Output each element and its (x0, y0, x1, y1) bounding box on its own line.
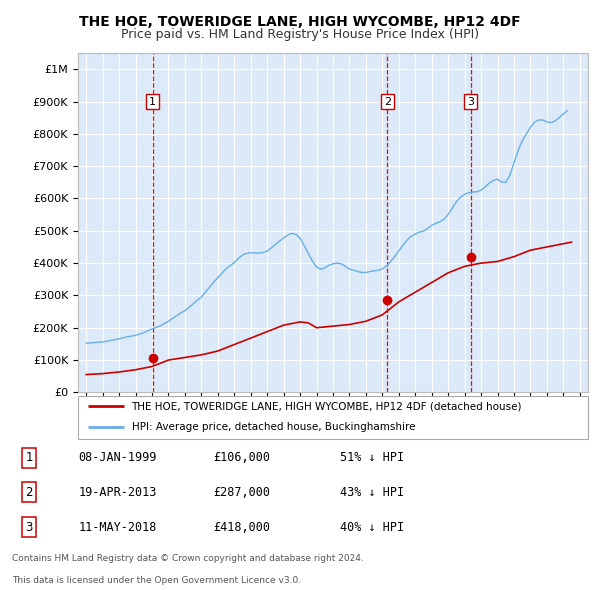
Text: HPI: Average price, detached house, Buckinghamshire: HPI: Average price, detached house, Buck… (131, 422, 415, 432)
Text: 3: 3 (467, 97, 474, 107)
Text: Price paid vs. HM Land Registry's House Price Index (HPI): Price paid vs. HM Land Registry's House … (121, 28, 479, 41)
Text: 51% ↓ HPI: 51% ↓ HPI (340, 451, 404, 464)
Text: 43% ↓ HPI: 43% ↓ HPI (340, 486, 404, 499)
Text: THE HOE, TOWERIDGE LANE, HIGH WYCOMBE, HP12 4DF (detached house): THE HOE, TOWERIDGE LANE, HIGH WYCOMBE, H… (131, 401, 522, 411)
FancyBboxPatch shape (78, 396, 588, 439)
Text: Contains HM Land Registry data © Crown copyright and database right 2024.: Contains HM Land Registry data © Crown c… (12, 555, 364, 563)
Text: £106,000: £106,000 (214, 451, 271, 464)
Text: 1: 1 (26, 451, 33, 464)
Text: 2: 2 (26, 486, 33, 499)
Text: £287,000: £287,000 (214, 486, 271, 499)
Text: 08-JAN-1999: 08-JAN-1999 (78, 451, 157, 464)
Text: 19-APR-2013: 19-APR-2013 (78, 486, 157, 499)
Text: 11-MAY-2018: 11-MAY-2018 (78, 520, 157, 534)
Text: 1: 1 (149, 97, 156, 107)
Text: £418,000: £418,000 (214, 520, 271, 534)
Text: 3: 3 (26, 520, 33, 534)
Text: 40% ↓ HPI: 40% ↓ HPI (340, 520, 404, 534)
Text: This data is licensed under the Open Government Licence v3.0.: This data is licensed under the Open Gov… (12, 576, 301, 585)
Text: THE HOE, TOWERIDGE LANE, HIGH WYCOMBE, HP12 4DF: THE HOE, TOWERIDGE LANE, HIGH WYCOMBE, H… (79, 15, 521, 29)
Text: 2: 2 (384, 97, 391, 107)
